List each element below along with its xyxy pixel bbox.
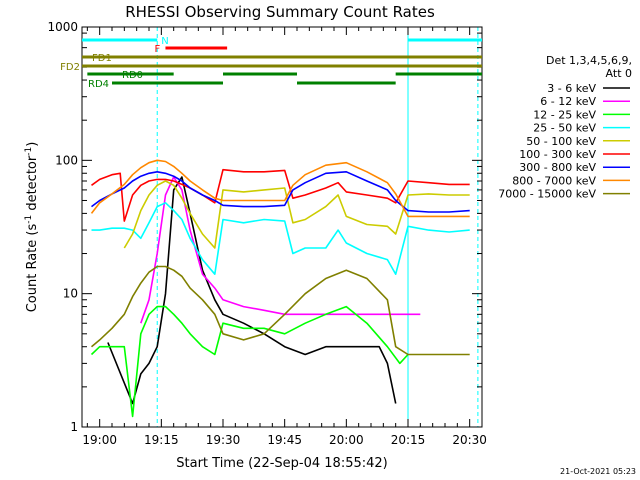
chart-title: RHESSI Observing Summary Count Rates — [125, 3, 435, 21]
y-axis-label: Count Rate (s-1 detector-1) — [24, 142, 40, 313]
x-tick-label: 20:15 — [391, 433, 426, 447]
x-tick-label: 19:45 — [267, 433, 302, 447]
series-line-7000-15000kev — [90, 265, 470, 356]
x-axis: 19:00 19:15 19:30 19:45 20:00 20:15 20:30 — [82, 27, 487, 447]
x-tick-label: 20:30 — [452, 433, 487, 447]
series-line-6-12kev — [140, 176, 421, 324]
legend-header-attenuator: Att 0 — [606, 67, 632, 80]
flag-label-fd2: FD2 — [60, 62, 80, 73]
flag-label-n: N — [161, 36, 168, 47]
series-line-800-7000kev — [90, 159, 470, 218]
y-tick-label: 100 — [55, 153, 78, 167]
timestamp: 21-Oct-2021 05:23 — [560, 467, 636, 476]
flag-label-rd0: RD0 — [122, 70, 143, 81]
legend-label-7000-15000kev: 7000 - 15000 keV — [498, 188, 596, 201]
series-line-100-300kev — [91, 168, 470, 222]
series-line-300-800kev — [91, 171, 470, 213]
legend-label-3-6kev: 3 - 6 keV — [547, 82, 596, 95]
y-axis-label-end: ) — [25, 142, 40, 147]
flag-label-fd1: FD1 — [92, 53, 112, 64]
series-line-12-25kev — [90, 305, 409, 418]
legend-label-300-800kev: 300 - 800 keV — [519, 161, 596, 174]
y-axis-label-mid: detector — [25, 155, 40, 215]
plot-area — [81, 27, 479, 427]
series-line-25-50kev — [91, 202, 470, 276]
series-line-50-100kev — [123, 180, 470, 249]
y-axis-label-main: Count Rate (s — [25, 224, 40, 313]
plot-frame — [81, 26, 483, 428]
x-tick-label: 20:00 — [329, 433, 364, 447]
legend-label-25-50kev: 25 - 50 keV — [533, 122, 596, 135]
legend-label-6-12kev: 6 - 12 keV — [540, 95, 596, 108]
x-tick-label: 19:00 — [82, 433, 117, 447]
y-tick-label: 10 — [63, 287, 78, 301]
x-tick-label: 19:30 — [206, 433, 241, 447]
y-axis-label-sup2: -1 — [24, 147, 34, 156]
legend-label-12-25kev: 12 - 25 keV — [533, 108, 596, 121]
y-axis: 1 10 100 1000 — [47, 20, 482, 434]
flag-label-rd4: RD4 — [88, 79, 109, 90]
legend-label-50-100kev: 50 - 100 keV — [526, 135, 596, 148]
legend-header-detectors: Det 1,3,4,5,6,9, — [546, 54, 632, 67]
x-tick-label: 19:15 — [144, 433, 179, 447]
x-axis-label: Start Time (22-Sep-04 18:55:42) — [176, 456, 387, 471]
flag-label-f: F — [154, 44, 160, 55]
legend-label-100-300kev: 100 - 300 keV — [519, 148, 596, 161]
flag-rows: FD1 FD2 RD0 RD4 NF — [60, 36, 482, 90]
series-line-3-6kev — [107, 176, 397, 405]
y-tick-label: 1000 — [47, 20, 78, 34]
y-tick-label: 1 — [70, 420, 78, 434]
legend-label-800-7000kev: 800 - 7000 keV — [512, 174, 596, 187]
y-axis-label-sup1: -1 — [24, 215, 34, 224]
